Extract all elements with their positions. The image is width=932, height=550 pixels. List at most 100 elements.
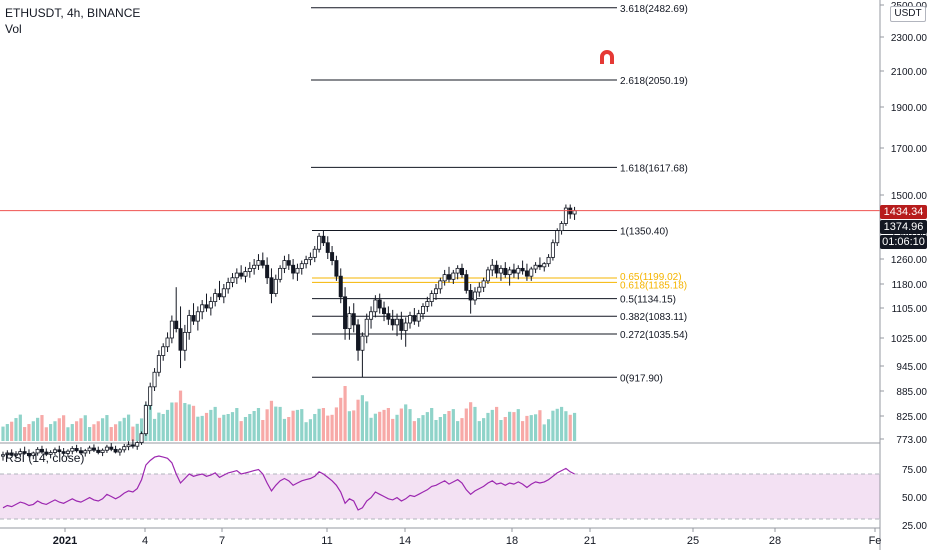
candle-body — [494, 264, 499, 274]
volume-label[interactable]: Vol — [5, 22, 22, 36]
volume-bar — [564, 411, 568, 441]
candle-body — [425, 301, 430, 307]
candle — [126, 441, 131, 451]
volume-bar — [330, 414, 334, 441]
volume-bar — [386, 408, 390, 441]
candle — [252, 259, 257, 275]
candle — [472, 287, 477, 305]
candle — [382, 301, 387, 322]
candle-body — [48, 452, 53, 455]
magnet-icon[interactable] — [600, 50, 614, 64]
volume-bar — [555, 408, 559, 441]
volume-bar — [191, 405, 196, 441]
volume-bar — [209, 409, 213, 441]
time-axis[interactable]: 2021 4 7 11 14 18 21 25 28 Fe — [53, 528, 882, 547]
volume-bar — [152, 418, 157, 441]
volume-bar — [243, 417, 248, 441]
candle-body — [511, 269, 516, 274]
price-tick-label: 1180.00 — [892, 280, 928, 291]
volume-bar — [430, 408, 434, 441]
candle — [148, 382, 153, 410]
symbol-title[interactable]: ETHUSDT, 4h, BINANCE — [5, 6, 141, 20]
candle-body — [26, 452, 31, 457]
price-axis[interactable]: 2500.002300.002100.001900.001700.001500.… — [879, 0, 928, 550]
volume-bar — [126, 414, 131, 441]
candle-body — [334, 260, 339, 277]
fib-level-label: 3.618(2482.69) — [620, 4, 688, 15]
candle — [343, 287, 348, 340]
candle-body — [503, 267, 508, 276]
price-tick-label: 1340.00 — [891, 229, 928, 240]
candle — [433, 284, 438, 300]
volume-bar — [559, 406, 564, 441]
candle — [265, 257, 270, 284]
volume-bar — [5, 424, 9, 441]
candle — [260, 252, 265, 269]
currency-badge[interactable]: USDT — [890, 6, 926, 22]
volume-bar — [49, 424, 53, 441]
candle-body — [204, 304, 209, 309]
candle-body — [546, 256, 551, 265]
volume-bar — [447, 411, 451, 441]
volume-bar — [456, 421, 460, 441]
last-price-tag: 1434.34 — [880, 205, 927, 219]
candle-body — [408, 315, 413, 324]
volume-bar — [378, 411, 382, 441]
rsi-pane[interactable]: 75.00 50.00 25.00 — [0, 455, 927, 532]
candle — [468, 284, 473, 314]
candle — [364, 313, 369, 344]
candle-body — [122, 446, 127, 451]
candle-body — [399, 318, 404, 331]
volume-bar — [230, 412, 235, 441]
volume-bar — [321, 408, 326, 441]
candle — [182, 324, 187, 361]
candle — [117, 448, 122, 456]
volume-bar — [434, 420, 438, 441]
volume-bar — [317, 408, 321, 441]
candle-body — [65, 450, 70, 454]
candle-body — [325, 242, 330, 253]
volume-bar — [408, 409, 412, 441]
candle-body — [18, 451, 23, 455]
volume-bar — [438, 417, 442, 441]
candle — [516, 265, 521, 280]
volume-bar — [75, 421, 79, 441]
candle — [334, 255, 339, 281]
candle-body — [299, 263, 304, 269]
candle — [459, 263, 464, 278]
candle-body — [377, 299, 382, 309]
candle-body — [282, 260, 287, 269]
rsi-label[interactable]: RSI (14, close) — [5, 451, 85, 465]
candle — [425, 296, 430, 312]
candle — [31, 451, 36, 460]
volume-bar — [88, 427, 92, 441]
volume-bar — [313, 414, 317, 441]
candle-body — [386, 313, 391, 320]
price-tick-label: 1700.00 — [891, 144, 928, 155]
candlesticks[interactable] — [0, 204, 577, 461]
candle-body — [31, 452, 36, 457]
candle-body — [256, 260, 261, 266]
volume-bar — [139, 418, 144, 441]
candle — [5, 450, 10, 459]
volume-bar — [464, 408, 468, 441]
candle — [330, 246, 335, 266]
candle — [416, 309, 421, 327]
volume-bar — [339, 397, 343, 441]
volume-bar — [282, 418, 287, 441]
fib-level-label: 2.618(2050.19) — [620, 76, 688, 87]
volume-bar — [27, 424, 31, 441]
candle — [438, 277, 443, 294]
volume-bar — [404, 404, 408, 441]
volume-bar — [412, 421, 416, 441]
candle — [572, 206, 577, 220]
candle — [70, 446, 75, 455]
candle-body — [161, 346, 166, 356]
volume-bar — [170, 402, 174, 441]
candle-body — [537, 264, 542, 268]
candle-body — [356, 324, 361, 351]
volume-bar — [70, 424, 74, 441]
candle-body — [208, 301, 213, 309]
candle — [304, 255, 309, 269]
